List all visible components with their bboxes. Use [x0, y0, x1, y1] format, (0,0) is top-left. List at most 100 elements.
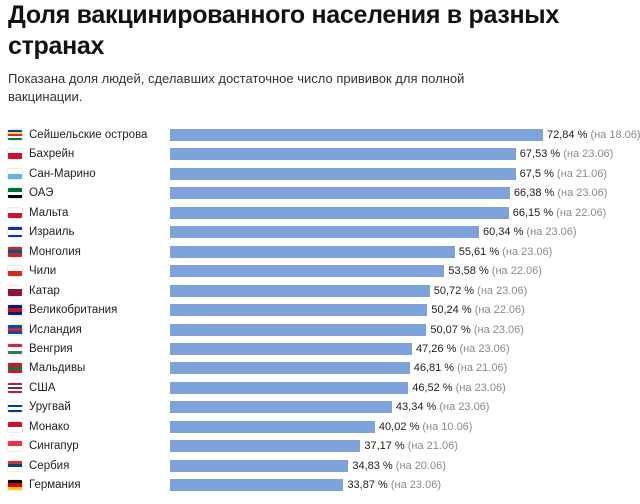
bar-row: Великобритания 50,24 % (на 22.06) [0, 301, 640, 320]
value-label: 50,72 % [433, 284, 475, 297]
value-label: 66,38 % [513, 187, 555, 200]
hungary-flag-icon [8, 343, 22, 354]
date-label: (на 22.06) [556, 206, 607, 219]
data-label: 66,38 % (на 23.06) [514, 186, 608, 201]
malta-flag-icon [8, 207, 22, 218]
iceland-flag-icon [8, 324, 22, 335]
bar-row: Венгрия 47,26 % (на 23.06) [0, 340, 640, 359]
country-label: Монголия [29, 245, 81, 258]
value-label: 37,17 % [364, 440, 405, 453]
bar [170, 304, 428, 317]
israel-flag-icon [8, 227, 22, 238]
value-label: 72,84 % [547, 129, 588, 141]
value-label: 47,26 % [416, 342, 457, 355]
value-label: 50,07 % [430, 323, 471, 336]
bar-row: Мальта 66,15 % (на 22.06) [0, 204, 640, 223]
value-label: 34,83 % [352, 459, 393, 472]
value-label: 55,61 % [458, 245, 500, 258]
date-label: (на 23.06) [390, 479, 441, 492]
page-title: Доля вакцинированного населения в разных… [8, 1, 559, 60]
date-label: (на 18.06) [590, 129, 640, 141]
country-label: Монако [29, 420, 70, 433]
date-label: (на 21.06) [407, 440, 458, 453]
data-label: 46,52 % (на 23.06) [412, 381, 506, 396]
date-label: (на 20.06) [395, 459, 446, 472]
country-label: Сан-Марино [29, 167, 96, 180]
date-label: (на 23.06) [439, 401, 490, 414]
value-label: 43,34 % [395, 401, 437, 414]
chart-subtitle: Показана доля людей, сделавших достаточн… [8, 71, 465, 104]
country-label: Исландия [29, 323, 82, 336]
country-label: Мальдивы [29, 362, 86, 375]
date-label: (на 22.06) [491, 265, 542, 278]
singapore-flag-icon [8, 441, 22, 452]
value-label: 60,34 % [482, 226, 524, 239]
data-label: 53,58 % (на 22.06) [448, 264, 542, 279]
bar [170, 265, 445, 278]
date-label: (на 23.06) [563, 148, 614, 161]
country-label: Чили [29, 265, 57, 278]
serbia-flag-icon [8, 460, 22, 471]
usa-flag-icon [8, 382, 22, 393]
bar-row: Уругвай 43,34 % (на 23.06) [0, 398, 640, 417]
uk-flag-icon [8, 305, 22, 316]
date-label: (на 23.06) [473, 323, 524, 336]
bar-row: Чили 53,58 % (на 22.06) [0, 262, 640, 281]
mongolia-flag-icon [8, 246, 22, 257]
country-label: Сербия [29, 459, 70, 472]
data-label: 34,83 % (на 20.06) [352, 459, 446, 474]
bar-row: Мальдивы 46,81 % (на 21.06) [0, 359, 640, 378]
data-label: 47,26 % (на 23.06) [416, 342, 510, 357]
bar [170, 323, 427, 336]
date-label: (на 23.06) [557, 187, 608, 200]
bar [170, 362, 410, 375]
bar [170, 401, 392, 414]
san-marino-flag-icon [8, 168, 22, 179]
date-label: (на 23.06) [477, 284, 528, 297]
bar [170, 342, 412, 355]
country-label: Уругвай [29, 401, 71, 414]
germany-flag-icon [8, 480, 22, 491]
bar [170, 167, 516, 180]
maldives-flag-icon [8, 363, 22, 374]
country-label: Великобритания [29, 304, 118, 317]
date-label: (на 23.06) [526, 226, 577, 239]
bar [170, 187, 510, 200]
bar-row: Израиль 60,34 % (на 23.06) [0, 223, 640, 242]
date-label: (на 21.06) [556, 167, 608, 180]
value-label: 46,52 % [412, 381, 453, 394]
bar-row: Сан-Марино 67,5 % (на 21.06) [0, 165, 640, 184]
country-label: Мальта [29, 206, 69, 219]
country-label: США [29, 381, 56, 394]
country-label: Израиль [29, 226, 75, 239]
date-label: (на 22.06) [474, 304, 525, 317]
bar-row: ОАЭ 66,38 % (на 23.06) [0, 184, 640, 203]
bar-row: Монако 40,02 % (на 10.06) [0, 418, 640, 437]
bar-row: Монголия 55,61 % (на 23.06) [0, 243, 640, 262]
country-label: Бахрейн [29, 148, 75, 161]
bar-row: Германия 33,87 % (на 23.06) [0, 476, 640, 495]
data-label: 67,53 % (на 23.06) [520, 147, 614, 162]
bar-row: Исландия 50,07 % (на 23.06) [0, 321, 640, 340]
value-label: 33,87 % [347, 479, 388, 492]
bahrain-flag-icon [8, 149, 22, 160]
bar [170, 459, 349, 472]
bar-row: Катар 50,72 % (на 23.06) [0, 282, 640, 301]
data-label: 60,34 % (на 23.06) [483, 225, 577, 240]
bar-row: Сингапур 37,17 % (на 21.06) [0, 437, 640, 456]
bar [170, 245, 455, 258]
date-label: (на 23.06) [459, 342, 510, 355]
uae-flag-icon [8, 188, 22, 199]
value-label: 50,24 % [431, 304, 472, 317]
bar [170, 381, 409, 394]
data-label: 50,72 % (на 23.06) [434, 284, 528, 299]
data-label: 37,17 % (на 21.06) [364, 439, 458, 454]
bar [170, 479, 344, 492]
date-label: (на 23.06) [455, 381, 506, 394]
country-label: Венгрия [29, 342, 73, 355]
bar-row: Бахрейн 67,53 % (на 23.06) [0, 145, 640, 164]
country-label: Германия [29, 479, 81, 492]
data-label: 67,5 % (на 21.06) [520, 167, 607, 182]
value-label: 67,5 % [519, 167, 554, 180]
date-label: (на 23.06) [502, 245, 553, 258]
